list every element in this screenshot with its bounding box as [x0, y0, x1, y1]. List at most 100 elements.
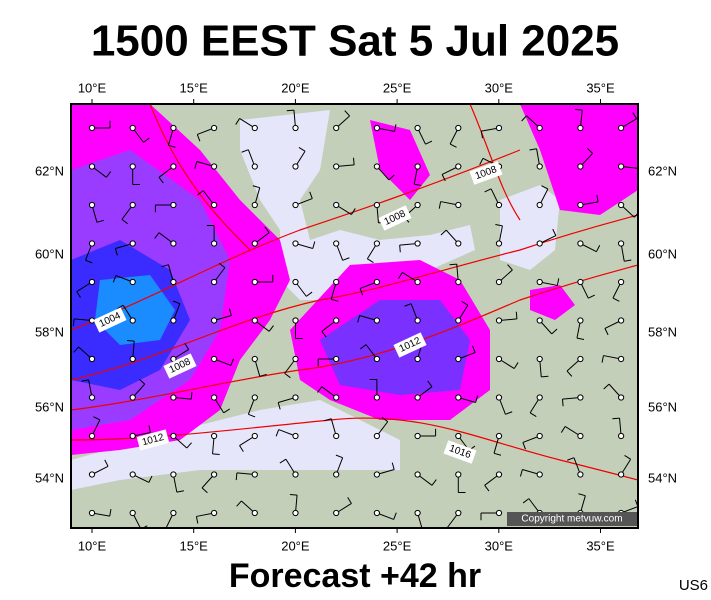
wind-barb-feather — [264, 226, 270, 233]
lat-label: 58°N — [35, 324, 64, 339]
lat-label: 58°N — [648, 324, 677, 339]
station — [88, 509, 96, 517]
wind-barb-feather — [604, 328, 609, 336]
wind-barb-feather — [552, 228, 557, 236]
station — [292, 124, 299, 132]
wind-barb-feather — [480, 131, 484, 139]
station — [251, 394, 258, 401]
station — [618, 124, 625, 132]
station — [577, 471, 584, 478]
station — [536, 278, 543, 286]
station — [211, 394, 218, 401]
wind-barb-feather — [479, 158, 484, 165]
wind-barb-feather — [521, 115, 527, 122]
wind-barb-feather — [342, 257, 350, 261]
wind-barb-feather — [404, 303, 412, 307]
lat-label: 62°N — [648, 163, 677, 178]
lat-label: 54°N — [648, 470, 677, 485]
wind-stations — [72, 108, 638, 528]
station — [292, 201, 299, 209]
station — [455, 201, 462, 209]
wind-barb-feather — [566, 370, 573, 377]
wind-barb-feather — [148, 475, 153, 483]
station — [577, 432, 584, 440]
wind-barb-feather — [399, 245, 401, 253]
wind-barb-feather — [567, 457, 575, 461]
station — [373, 394, 380, 401]
wind-barb-feather — [306, 291, 313, 297]
wind-barb-feather — [515, 311, 518, 319]
lat-label: 54°N — [35, 470, 64, 485]
station — [333, 432, 340, 440]
map-frame — [70, 103, 639, 529]
station — [495, 201, 503, 209]
wind-barb-feather — [381, 416, 389, 423]
station — [211, 240, 218, 247]
wind-barb-feather — [357, 315, 361, 323]
station — [129, 355, 136, 363]
wind-barb-feather — [507, 264, 513, 271]
station — [333, 240, 340, 247]
wind-barb-feather — [495, 223, 503, 227]
wind-barb-feather — [522, 498, 530, 504]
lat-label: 56°N — [648, 399, 677, 414]
wind-barb-feather — [414, 183, 422, 187]
station — [251, 471, 258, 478]
station — [373, 278, 380, 286]
sea-south — [71, 400, 400, 490]
station — [251, 317, 258, 324]
station — [129, 201, 136, 209]
station — [88, 163, 96, 170]
lat-label: 56°N — [35, 399, 64, 414]
station — [495, 432, 503, 440]
wind-barb-feather — [268, 325, 274, 332]
station — [88, 124, 96, 132]
wind-barb-feather — [324, 418, 332, 422]
wind-barb-feather — [228, 308, 232, 316]
station — [455, 471, 462, 478]
wind-barb-feather — [148, 425, 151, 433]
station — [495, 471, 503, 478]
wind-barb-feather — [105, 171, 112, 178]
wind-barb-feather — [114, 248, 118, 256]
station — [414, 317, 421, 324]
wind-barb-feather — [596, 194, 599, 202]
wind-barb-feather — [112, 275, 117, 283]
wind-barb-feather — [449, 263, 457, 266]
station — [618, 163, 625, 170]
station — [373, 240, 380, 247]
station — [333, 355, 340, 363]
wind-barb-feather — [161, 264, 169, 268]
wind-barb-feather — [235, 118, 240, 125]
wind-barb-feather — [440, 229, 447, 236]
station — [536, 355, 543, 363]
station — [536, 163, 543, 170]
station — [129, 432, 136, 440]
station — [129, 317, 136, 324]
station — [170, 240, 177, 247]
wind-barb-feather — [633, 212, 638, 218]
station — [333, 394, 340, 401]
station — [251, 201, 258, 209]
wind-barb-feather — [309, 191, 313, 199]
wind-barb-feather — [197, 190, 204, 196]
station — [292, 240, 299, 247]
wind-barb-feather — [93, 416, 101, 421]
wind-barb-feather — [344, 110, 350, 117]
wind-barb-feather — [321, 331, 327, 338]
station — [170, 278, 177, 286]
station — [455, 124, 462, 132]
wind-barb-feather — [624, 454, 631, 460]
station — [455, 317, 462, 324]
lon-label: 15°E — [180, 80, 209, 95]
lon-label: 20°E — [281, 80, 310, 95]
wind-barb-feather — [393, 512, 397, 520]
station — [618, 201, 625, 209]
station — [414, 355, 421, 363]
wind-barb-feather — [186, 442, 192, 449]
wind-barb-feather — [85, 259, 93, 264]
wind-barb-feather — [335, 454, 343, 459]
station — [373, 432, 380, 440]
wind-barb-feather — [127, 339, 135, 342]
station — [373, 317, 380, 324]
